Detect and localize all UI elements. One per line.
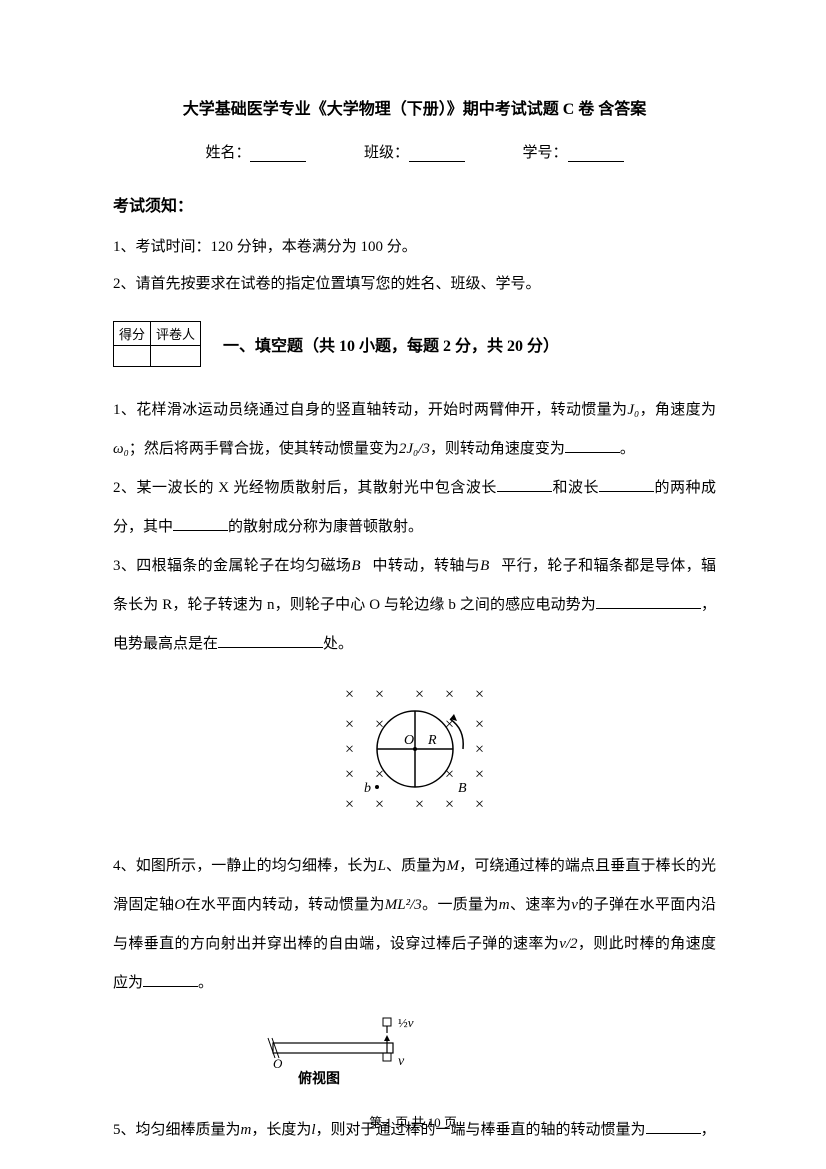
q1-blank[interactable] [565, 439, 620, 453]
id-label: 学号： [523, 145, 568, 161]
svg-text:×: × [475, 686, 484, 703]
question-1: 1、花样滑冰运动员绕通过自身的竖直轴转动，开始时两臂伸开，转动惯量为J₀，角速度… [113, 391, 716, 469]
q4-t5: 。一质量为 [422, 897, 499, 913]
q1-f2: ω₀ [113, 441, 129, 457]
figure-rod: O ½v⃗ v⃗ 俯视图 [263, 1013, 716, 1093]
q4-t9: 。 [198, 975, 213, 991]
q2-blank1[interactable] [497, 478, 552, 492]
page-footer: 第 1 页 共 10 页 [0, 1112, 826, 1131]
svg-text:×: × [345, 766, 354, 783]
svg-text:×: × [345, 716, 354, 733]
id-blank[interactable] [568, 146, 624, 162]
q4-f7: v/2 [559, 936, 577, 952]
q1-t1: 1、花样滑冰运动员绕通过自身的竖直轴转动，开始时两臂伸开，转动惯量为 [113, 402, 627, 418]
q3-t1: 3、四根辐条的金属轮子在均匀磁场 [113, 558, 351, 574]
svg-text:O: O [273, 1056, 283, 1071]
page-title: 大学基础医学专业《大学物理（下册）》期中考试试题 C 卷 含答案 [113, 95, 716, 119]
svg-text:×: × [475, 796, 484, 813]
svg-text:×: × [445, 686, 454, 703]
svg-text:×: × [475, 741, 484, 758]
score-col1: 得分 [114, 322, 151, 346]
label-O: O [404, 733, 414, 748]
q1-t5: 。 [620, 441, 635, 457]
q4-f2: M [447, 858, 460, 874]
svg-text:×: × [415, 796, 424, 813]
svg-text:×: × [345, 686, 354, 703]
q2-t4: 的散射成分称为康普顿散射。 [228, 519, 423, 535]
svg-text:½v⃗: ½v⃗ [398, 1015, 424, 1030]
q3-f2: B⃗ [480, 558, 501, 574]
class-blank[interactable] [409, 146, 465, 162]
label-b: b [364, 781, 371, 796]
q2-t1: 2、某一波长的 X 光经物质散射后，其散射光中包含波长 [113, 480, 497, 496]
figure-wheel: ××××× ×××× ×× ×××× ××××× O R b B⃗ [113, 674, 716, 829]
q3-blank1[interactable] [596, 595, 701, 609]
wheel-svg: ××××× ×××× ×× ×××× ××××× O R b B⃗ [320, 674, 510, 824]
fig4-label: 俯视图 [298, 1070, 340, 1087]
section1-title: 一、填空题（共 10 小题，每题 2 分，共 20 分） [223, 332, 559, 356]
q2-blank2[interactable] [599, 478, 654, 492]
q4-f6: v [571, 897, 578, 913]
svg-text:×: × [475, 716, 484, 733]
q4-t6: 、速率为 [510, 897, 572, 913]
svg-text:×: × [445, 766, 454, 783]
q3-t5: 处。 [323, 636, 353, 652]
q1-f3: 2J₀/3 [399, 441, 430, 457]
question-4: 4、如图所示，一静止的均匀细棒，长为L、质量为M，可绕通过棒的端点且垂直于棒长的… [113, 847, 716, 1003]
q3-f1: B⃗ [351, 558, 372, 574]
q4-blank[interactable] [143, 973, 198, 987]
score-section-row: 得分 评卷人 一、填空题（共 10 小题，每题 2 分，共 20 分） [113, 321, 716, 367]
q4-t4: 在水平面内转动，转动惯量为 [185, 897, 385, 913]
rod-svg: O ½v⃗ v⃗ 俯视图 [263, 1013, 443, 1088]
svg-text:×: × [345, 741, 354, 758]
question-3: 3、四根辐条的金属轮子在均匀磁场B⃗中转动，转轴与B⃗平行，轮子和辐条都是导体，… [113, 547, 716, 664]
notice-header: 考试须知： [113, 192, 716, 216]
q3-blank2[interactable] [218, 634, 323, 648]
q4-f5: m [499, 897, 510, 913]
class-label: 班级： [364, 145, 409, 161]
svg-text:×: × [375, 796, 384, 813]
q1-t4: ，则转动角速度变为 [430, 441, 565, 457]
q3-t2: 中转动，转轴与 [372, 558, 480, 574]
score-cell2[interactable] [151, 346, 201, 367]
name-blank[interactable] [250, 146, 306, 162]
q4-f4: ML²/3 [385, 897, 422, 913]
q4-t2: 、质量为 [386, 858, 447, 874]
q4-t1: 4、如图所示，一静止的均匀细棒，长为 [113, 858, 378, 874]
score-box: 得分 评卷人 [113, 321, 201, 367]
svg-text:×: × [375, 686, 384, 703]
rule-2: 2、请首先按要求在试卷的指定位置填写您的姓名、班级、学号。 [113, 267, 716, 302]
svg-text:×: × [345, 796, 354, 813]
svg-text:×: × [445, 796, 454, 813]
rule-1: 1、考试时间：120 分钟，本卷满分为 100 分。 [113, 230, 716, 265]
score-cell1[interactable] [114, 346, 151, 367]
q1-f1: J₀ [627, 402, 639, 418]
q4-f3: O [174, 897, 185, 913]
score-col2: 评卷人 [151, 322, 201, 346]
label-B: B⃗ [458, 781, 477, 796]
label-R: R [427, 733, 437, 748]
q2-t2: 和波长 [552, 480, 599, 496]
svg-text:v⃗: v⃗ [398, 1054, 415, 1069]
q2-blank3[interactable] [173, 517, 228, 531]
svg-text:×: × [415, 686, 424, 703]
name-label: 姓名： [205, 145, 250, 161]
q1-t3: ；然后将两手臂合拢，使其转动惯量变为 [129, 441, 399, 457]
question-2: 2、某一波长的 X 光经物质散射后，其散射光中包含波长和波长的两种成分，其中的散… [113, 469, 716, 547]
q4-f1: L [378, 858, 386, 874]
q1-t2: ，角速度为 [639, 402, 716, 418]
info-line: 姓名： 班级： 学号： [113, 141, 716, 162]
